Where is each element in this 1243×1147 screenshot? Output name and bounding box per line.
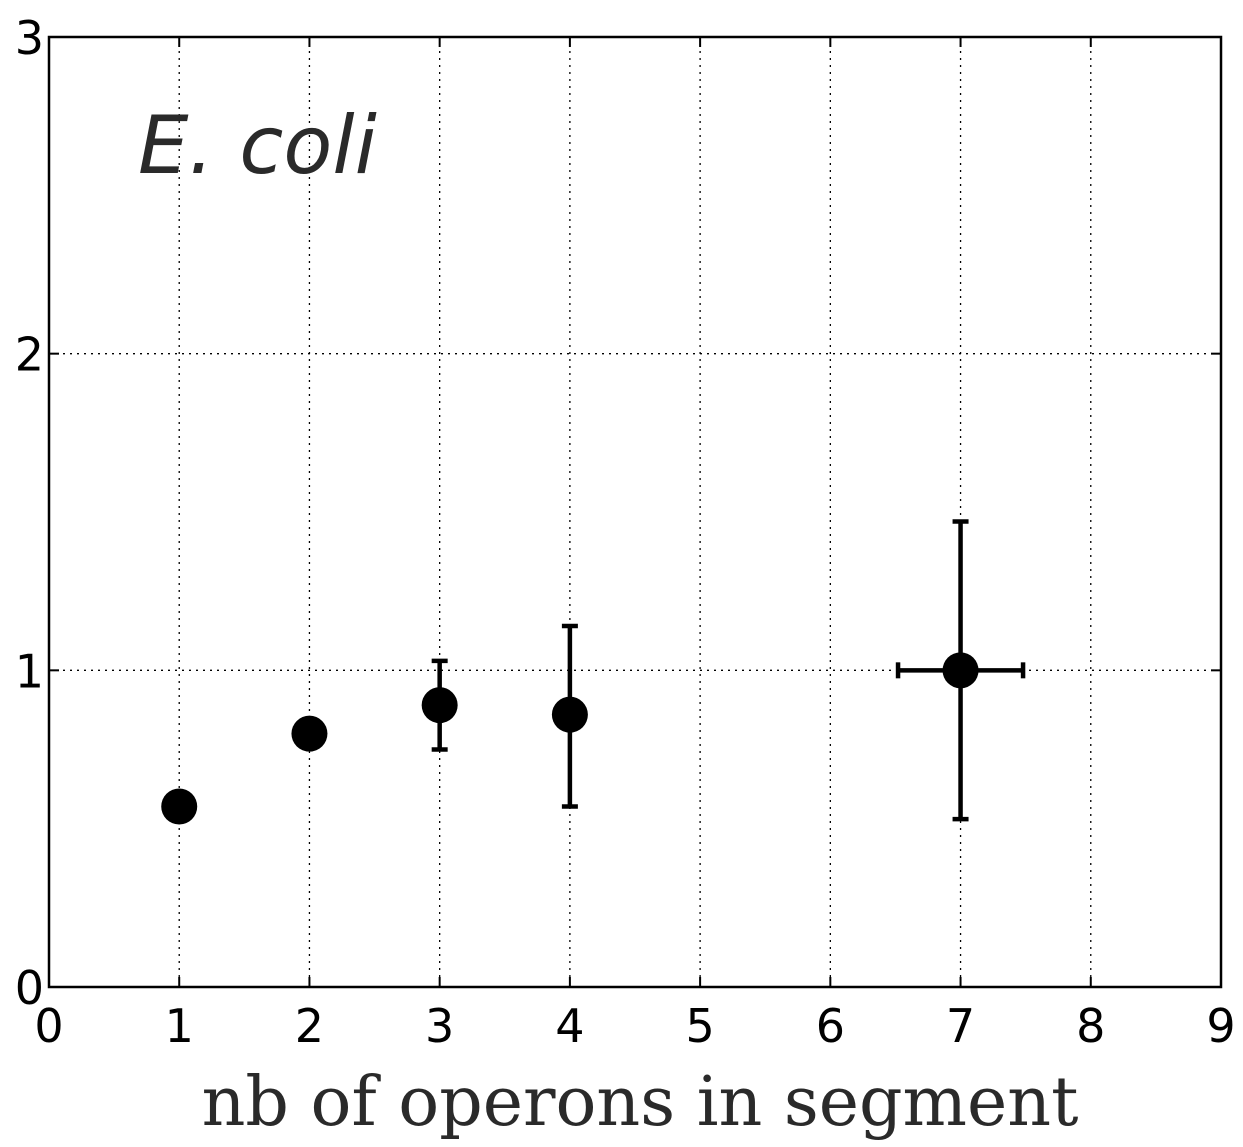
data-point-1 <box>161 788 198 825</box>
x-tick-label-3: 3 <box>425 999 454 1053</box>
y-tick-label-0: 0 <box>15 961 44 1015</box>
error-bars <box>301 519 1026 822</box>
grid-lines <box>49 37 1221 987</box>
x-tick-label-2: 2 <box>295 999 324 1053</box>
data-point-5 <box>942 652 979 689</box>
x-tick-label-9: 9 <box>1206 999 1235 1053</box>
x-tick-label-8: 8 <box>1076 999 1105 1053</box>
axis-ticks <box>48 36 1222 988</box>
x-tick-label-0: 0 <box>34 999 63 1053</box>
data-point-3 <box>421 687 458 724</box>
x-axis-label: nb of operons in segment <box>202 1063 1079 1142</box>
data-points <box>161 652 979 825</box>
x-tick-label-1: 1 <box>165 999 194 1053</box>
species-annotation: E. coli <box>138 99 377 192</box>
y-tick-label-2: 2 <box>15 328 44 382</box>
y-tick-label-1: 1 <box>15 644 44 698</box>
x-tick-label-7: 7 <box>946 999 975 1053</box>
tick-labels: 0 1 2 3 4 5 6 7 8 9 0 1 2 3 <box>15 11 1236 1053</box>
data-point-2 <box>291 715 328 752</box>
y-tick-label-3: 3 <box>15 11 44 65</box>
plot-frame <box>47 35 1223 989</box>
x-tick-label-4: 4 <box>555 999 584 1053</box>
data-point-4 <box>551 696 588 733</box>
x-tick-label-6: 6 <box>816 999 845 1053</box>
x-tick-label-5: 5 <box>685 999 714 1053</box>
